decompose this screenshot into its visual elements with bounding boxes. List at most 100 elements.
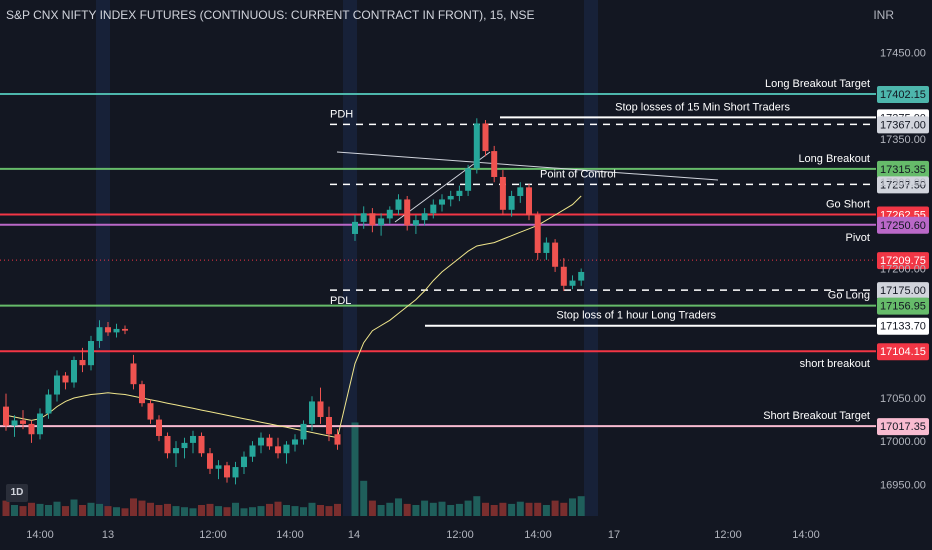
price-tag: [877, 216, 929, 234]
session-band: [343, 0, 357, 516]
volume-bar: [412, 505, 420, 516]
volume-bar: [525, 502, 533, 516]
level-label: Stop losses of 15 Min Short Traders: [615, 101, 790, 113]
candle: [164, 432, 171, 459]
volume-bar: [560, 502, 568, 516]
x-tick-label: 14:00: [792, 529, 820, 541]
candle: [54, 370, 60, 402]
volume-bar: [377, 505, 385, 516]
candle: [508, 190, 515, 217]
candle: [198, 432, 205, 457]
candle-body: [215, 465, 222, 469]
candle-body: [241, 456, 247, 468]
candle: [412, 214, 419, 234]
volume-bar: [240, 508, 248, 516]
y-tick-label: 17300.00: [880, 177, 926, 189]
volume-bar: [438, 501, 446, 516]
candle-body: [71, 360, 77, 383]
candle-body: [96, 327, 103, 342]
volume-bar: [206, 503, 214, 516]
level-label: Stop loss of 1 hour Long Traders: [556, 310, 716, 322]
candle: [499, 170, 506, 215]
candle-body: [249, 445, 256, 457]
candle: [181, 437, 188, 459]
candle-body: [491, 151, 498, 177]
candle: [215, 460, 222, 480]
candle: [369, 208, 376, 233]
price-tag-value: 17209.75: [880, 255, 926, 267]
volume-bar: [189, 508, 197, 516]
candle: [224, 461, 230, 483]
volume-bar: [87, 502, 95, 516]
candle-body: [156, 419, 162, 436]
volume-bar: [249, 507, 256, 516]
candle-body: [62, 375, 69, 383]
volume-bar: [121, 508, 129, 516]
interval-badge[interactable]: 1D: [6, 484, 28, 502]
candle-body: [465, 168, 472, 191]
candle-body: [378, 218, 385, 226]
y-tick-label: 17450.00: [880, 48, 926, 60]
y-tick-label: 17050.00: [880, 393, 926, 405]
price-tag-value: 17133.70: [880, 321, 926, 333]
volume-bar: [28, 502, 35, 516]
volume-bar: [516, 501, 524, 516]
candle: [266, 434, 273, 450]
volume-bar: [113, 507, 120, 516]
volume-bar: [2, 500, 10, 516]
candle: [207, 448, 213, 474]
candle: [130, 354, 137, 390]
y-tick-label: 17200.00: [880, 263, 926, 275]
level-label: Pivot: [846, 232, 870, 244]
price-tag-value: 17297.50: [880, 179, 926, 191]
candle-body: [292, 439, 298, 445]
volume-bar: [360, 480, 368, 516]
candle: [113, 323, 120, 338]
candle: [28, 420, 35, 443]
candle-body: [439, 199, 445, 205]
candle-body: [181, 442, 188, 449]
candle: [578, 268, 585, 286]
price-tag: [877, 252, 929, 270]
candle-body: [534, 214, 541, 253]
candle: [96, 320, 103, 348]
volume-bar: [53, 501, 61, 516]
candle-body: [275, 446, 281, 454]
candle-body: [283, 444, 290, 454]
price-tag-value: 17315.35: [880, 164, 926, 176]
price-tag: [877, 282, 929, 300]
candle: [456, 185, 463, 202]
volume-bar: [96, 503, 103, 516]
volume-bar: [447, 505, 455, 516]
candle: [88, 335, 94, 371]
volume-bar: [308, 502, 316, 516]
candle: [360, 206, 367, 229]
candle: [79, 347, 86, 373]
volume-bar: [334, 503, 341, 516]
volume-bar: [266, 503, 273, 516]
candle: [71, 356, 77, 388]
volume-bar: [569, 498, 576, 516]
level-label: Point of Control: [540, 168, 616, 180]
candle: [326, 406, 332, 442]
volume-bar: [421, 500, 429, 516]
x-tick-label: 14:00: [276, 529, 304, 541]
candle-body: [37, 413, 43, 435]
volume-bar: [36, 503, 44, 516]
candle: [447, 190, 454, 207]
candle-body: [578, 271, 585, 281]
price-tag-value: 17402.15: [880, 89, 926, 101]
candle: [465, 164, 472, 196]
candle-body: [28, 423, 35, 435]
candle-body: [164, 435, 171, 454]
volume-bar: [300, 507, 307, 516]
candle-body: [360, 213, 367, 222]
x-tick-label: 14:00: [524, 529, 552, 541]
candle-body: [207, 453, 213, 469]
currency-label: INR: [873, 8, 894, 22]
y-tick-label: 17350.00: [880, 134, 926, 146]
candle: [334, 429, 341, 450]
candle-body: [552, 242, 559, 267]
price-tag: [877, 317, 929, 335]
